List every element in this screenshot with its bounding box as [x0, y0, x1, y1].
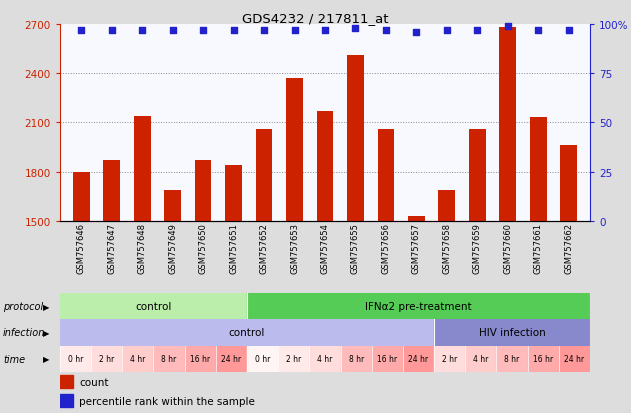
Point — [107, 27, 117, 34]
Text: 2 hr: 2 hr — [99, 354, 114, 363]
Point — [137, 27, 147, 34]
Bar — [256, 130, 273, 221]
Text: 24 hr: 24 hr — [564, 354, 584, 363]
Text: 4 hr: 4 hr — [317, 354, 333, 363]
Bar — [225, 166, 242, 221]
Bar — [278, 346, 309, 372]
Text: 4 hr: 4 hr — [473, 354, 488, 363]
Point — [259, 27, 269, 34]
Bar — [164, 190, 181, 221]
Bar — [347, 56, 364, 221]
Bar — [153, 346, 185, 372]
Bar — [559, 346, 590, 372]
Text: 16 hr: 16 hr — [190, 354, 210, 363]
Text: 16 hr: 16 hr — [533, 354, 553, 363]
Bar — [91, 346, 122, 372]
Point — [320, 27, 330, 34]
Bar — [317, 112, 333, 221]
Bar — [530, 118, 546, 221]
Text: 2 hr: 2 hr — [286, 354, 302, 363]
Bar — [122, 346, 153, 372]
Point — [411, 29, 422, 36]
Text: 24 hr: 24 hr — [408, 354, 428, 363]
Bar — [528, 346, 559, 372]
Text: percentile rank within the sample: percentile rank within the sample — [79, 396, 255, 406]
Point — [198, 27, 208, 34]
Bar — [60, 320, 434, 346]
Bar — [286, 79, 303, 221]
Bar — [377, 130, 394, 221]
Point — [76, 27, 86, 34]
Text: GDS4232 / 217811_at: GDS4232 / 217811_at — [242, 12, 389, 25]
Bar — [60, 346, 91, 372]
Text: ▶: ▶ — [43, 328, 49, 337]
Text: IFNα2 pre-treatment: IFNα2 pre-treatment — [365, 301, 472, 312]
Bar — [497, 346, 528, 372]
Point — [290, 27, 300, 34]
Text: control: control — [229, 328, 265, 338]
Text: 8 hr: 8 hr — [162, 354, 177, 363]
Text: 24 hr: 24 hr — [221, 354, 242, 363]
Bar — [103, 161, 120, 221]
Bar — [60, 294, 247, 320]
Text: 4 hr: 4 hr — [130, 354, 146, 363]
Text: HIV infection: HIV infection — [479, 328, 545, 338]
Text: ▶: ▶ — [43, 354, 49, 363]
Bar — [216, 346, 247, 372]
Text: control: control — [135, 301, 172, 312]
Bar — [134, 116, 151, 221]
Point — [381, 27, 391, 34]
Text: time: time — [3, 354, 25, 364]
Bar — [185, 346, 216, 372]
Text: protocol: protocol — [3, 301, 44, 312]
Bar — [60, 375, 73, 388]
Bar — [560, 146, 577, 221]
Bar — [403, 346, 434, 372]
Point — [563, 27, 574, 34]
Text: 8 hr: 8 hr — [504, 354, 520, 363]
Bar — [434, 346, 465, 372]
Text: 2 hr: 2 hr — [442, 354, 457, 363]
Bar — [60, 394, 73, 407]
Text: 0 hr: 0 hr — [255, 354, 270, 363]
Bar — [247, 346, 278, 372]
Bar — [309, 346, 341, 372]
Bar — [408, 216, 425, 221]
Bar — [73, 172, 90, 221]
Text: count: count — [79, 377, 109, 387]
Point — [503, 24, 513, 30]
Bar — [434, 320, 590, 346]
Point — [228, 27, 239, 34]
Point — [442, 27, 452, 34]
Bar — [372, 346, 403, 372]
Bar — [439, 190, 455, 221]
Text: infection: infection — [3, 328, 45, 338]
Bar — [465, 346, 497, 372]
Text: ▶: ▶ — [43, 302, 49, 311]
Point — [350, 26, 360, 32]
Point — [533, 27, 543, 34]
Bar — [469, 130, 486, 221]
Bar — [195, 161, 211, 221]
Text: 8 hr: 8 hr — [348, 354, 363, 363]
Bar — [341, 346, 372, 372]
Text: 0 hr: 0 hr — [68, 354, 83, 363]
Text: 16 hr: 16 hr — [377, 354, 398, 363]
Bar — [247, 294, 590, 320]
Point — [472, 27, 482, 34]
Bar — [499, 28, 516, 221]
Point — [168, 27, 178, 34]
